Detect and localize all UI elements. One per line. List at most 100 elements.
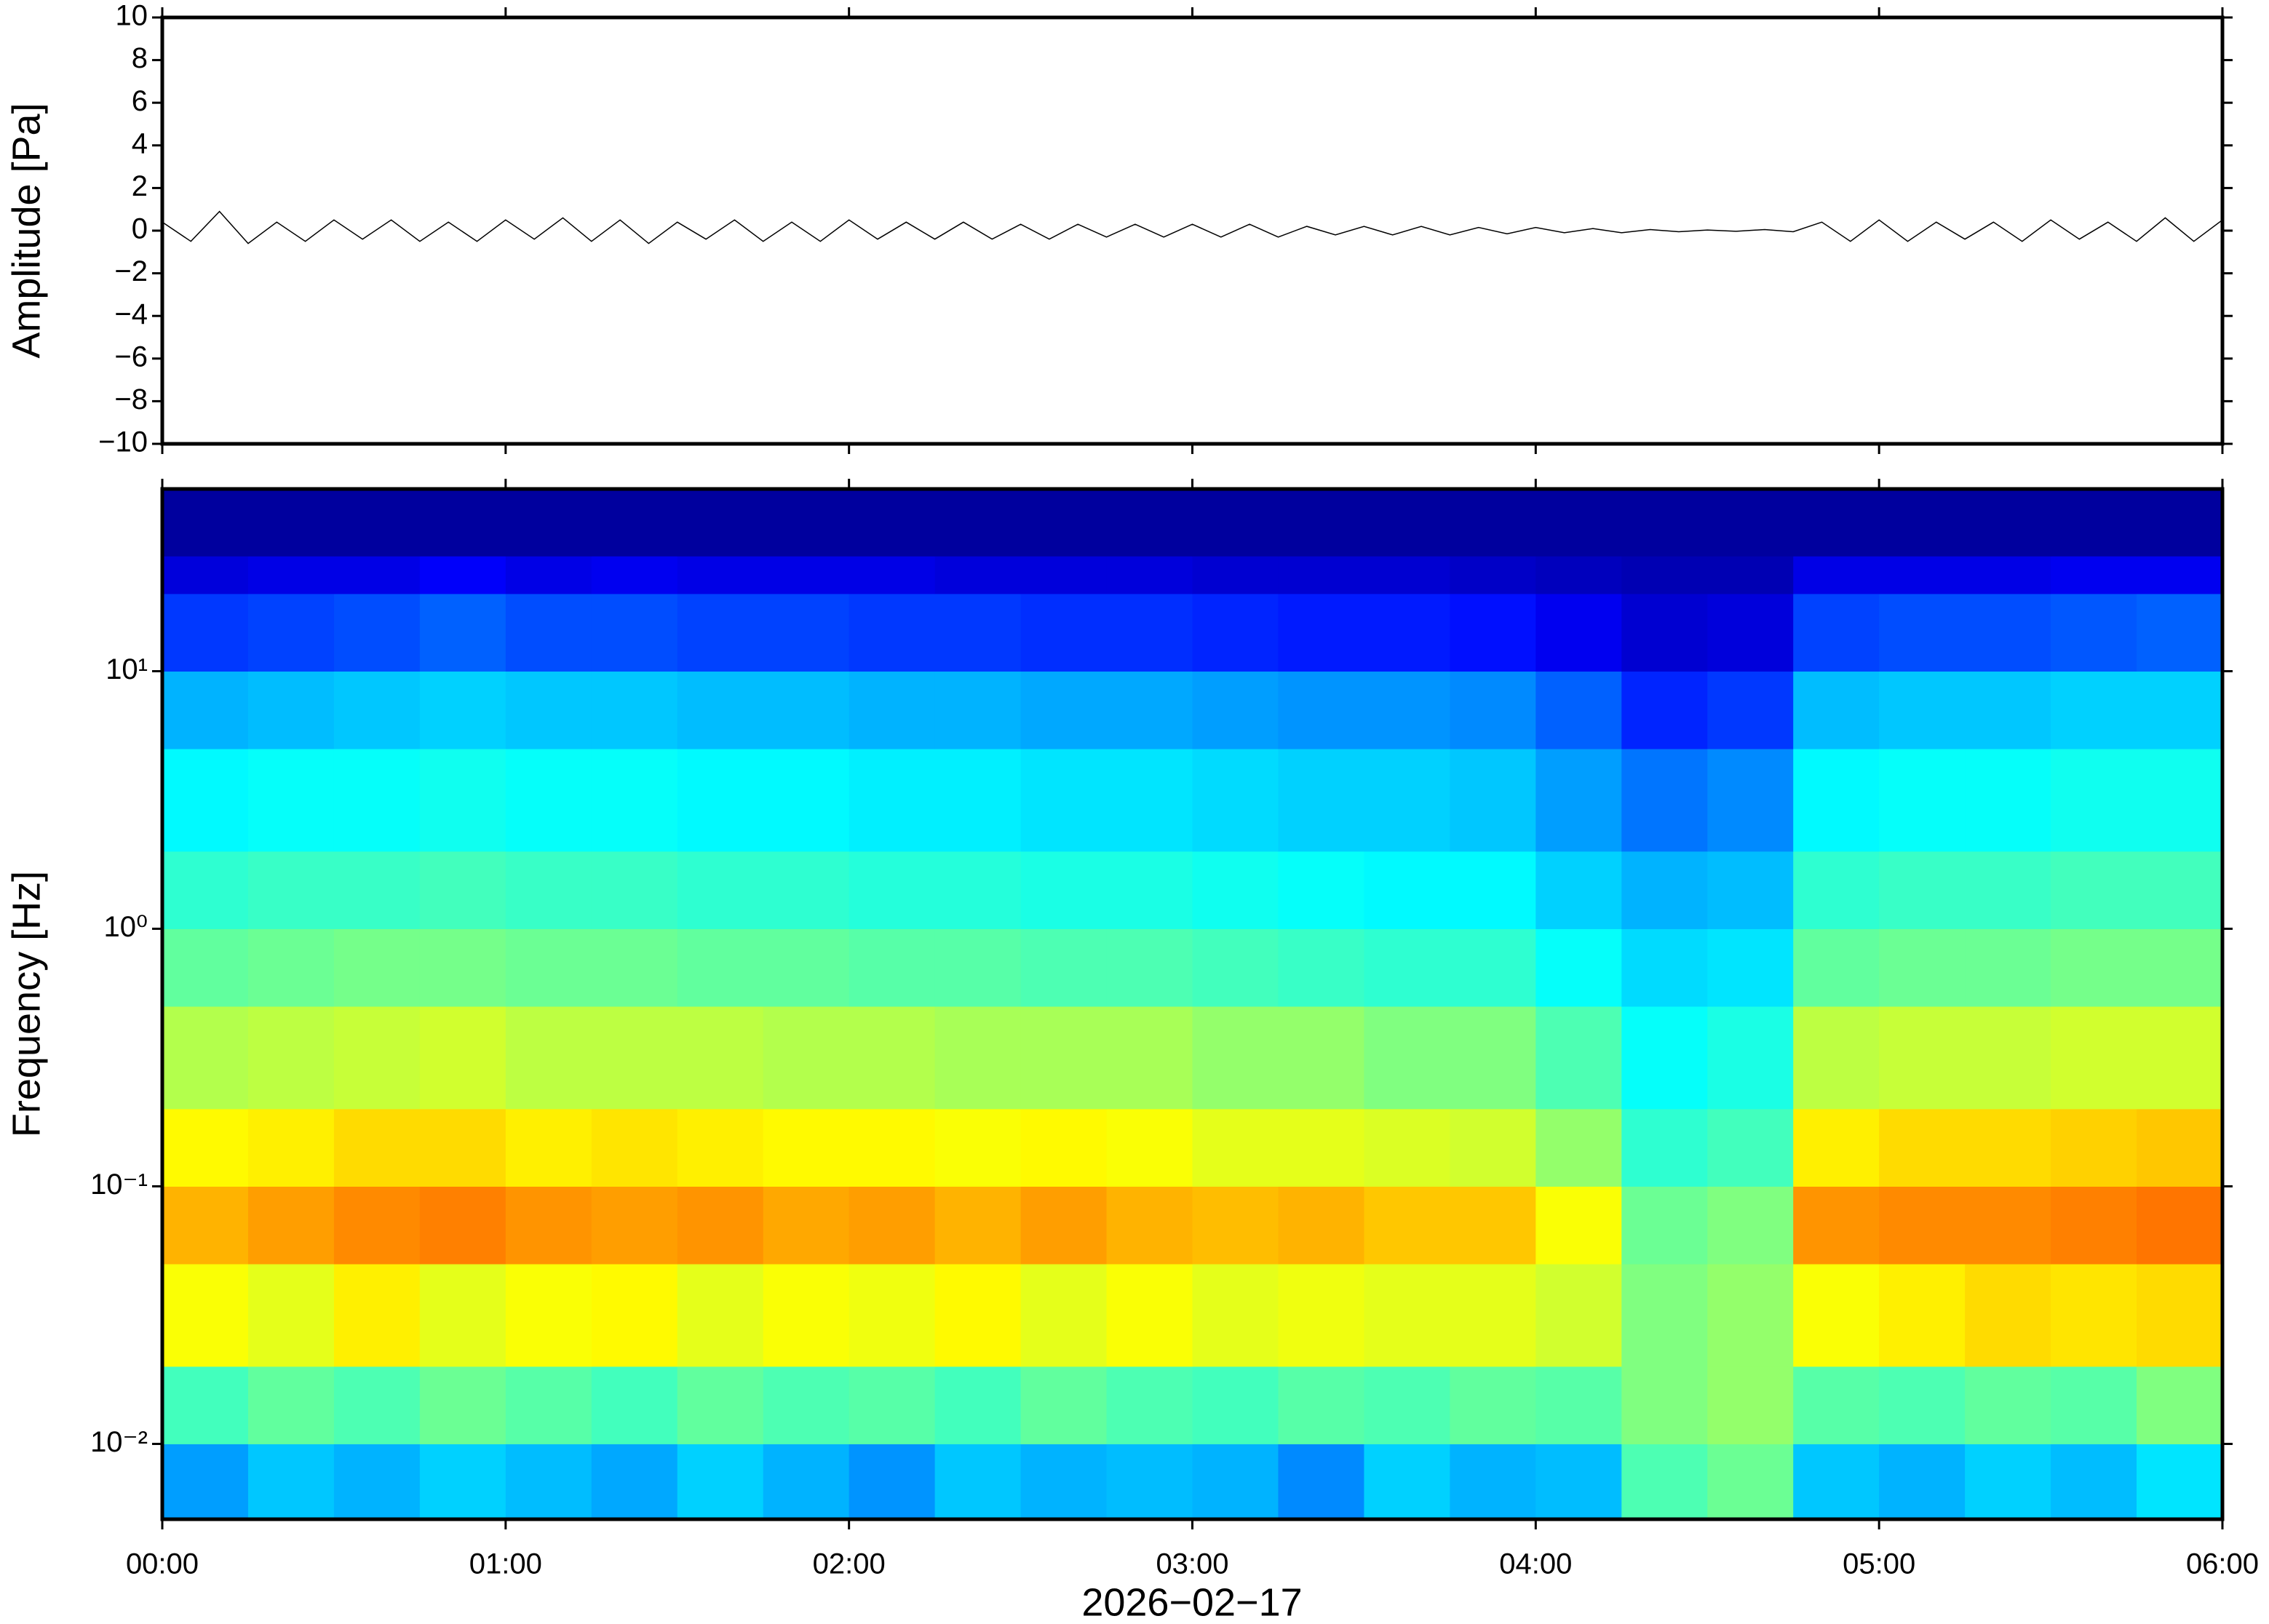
spectrogram-cell [1621, 489, 1708, 557]
spectrogram-cell [849, 489, 936, 557]
spectrogram-cell [1707, 556, 1794, 594]
x-tick-label: 00:00 [126, 1548, 199, 1580]
y-tick-label: −2 [114, 255, 148, 287]
spectrogram-cell [162, 1186, 249, 1265]
spectrogram-cell [162, 749, 249, 852]
spectrogram-cell [1879, 749, 1966, 852]
spectrogram-cell [1793, 1186, 1880, 1265]
spectrogram-cell [2137, 671, 2223, 749]
spectrogram-cell [1364, 1006, 1450, 1110]
spectrogram-cell [333, 1366, 421, 1444]
spectrogram-cell [1965, 593, 2051, 672]
spectrogram-cell [763, 749, 850, 852]
spectrogram-cell [419, 928, 506, 1007]
spectrogram-cell [419, 1366, 506, 1444]
spectrogram-cell [849, 1108, 936, 1187]
spectrogram-cell [1020, 749, 1108, 852]
spectrogram-cell [1020, 593, 1108, 672]
spectrogram-cell [677, 1108, 764, 1187]
spectrogram-cell [1879, 928, 1966, 1007]
spectrogram-cell [505, 1366, 592, 1444]
spectrogram-cell [591, 593, 678, 672]
spectrogram-cell [763, 928, 850, 1007]
spectrogram-cell [333, 556, 421, 594]
spectrogram-cell [1364, 928, 1450, 1007]
spectrogram-cell [1879, 671, 1966, 749]
spectrogram-cell [849, 556, 936, 594]
spectrogram-cell [2051, 749, 2137, 852]
spectrogram-cell [1965, 851, 2051, 929]
spectrogram-cell [677, 1264, 764, 1367]
spectrogram-cell [1192, 928, 1279, 1007]
spectrogram-cell [419, 1186, 506, 1265]
spectrogram-cell [1278, 1108, 1364, 1187]
spectrogram-cell [1450, 489, 1536, 557]
spectrogram-cell [247, 1108, 335, 1187]
spectrogram-cell [1020, 1186, 1108, 1265]
spectrogram-cell [2137, 851, 2223, 929]
spectrogram-cell [247, 851, 335, 929]
spectrogram-cell [1450, 1006, 1536, 1110]
y-tick-label: 2 [132, 170, 148, 202]
spectrogram-cell [1020, 1366, 1108, 1444]
spectrogram-cell [1535, 1444, 1622, 1520]
spectrogram-cell [849, 851, 936, 929]
y-tick-label: 4 [132, 127, 148, 159]
spectrogram-cell [1707, 1444, 1794, 1520]
spectrogram-cell [1793, 1108, 1880, 1187]
spectrogram-cell [1621, 1006, 1708, 1110]
spectrogram-cell [1106, 851, 1193, 929]
spectrogram-cell [934, 489, 1022, 557]
y-tick-label: 0 [132, 213, 148, 245]
frame [160, 15, 2225, 446]
spectrogram-cell [1364, 1264, 1450, 1367]
y-tick-label: 10 [116, 0, 148, 32]
spectrogram-cell [1106, 1264, 1193, 1367]
spectrogram-cell [162, 1006, 249, 1110]
spectrogram-cell [1192, 749, 1279, 852]
y-tick-label: 10⁰ [103, 911, 148, 943]
spectrogram-cell [763, 1264, 850, 1367]
y-tick-label: 10⁻¹ [90, 1169, 148, 1201]
spectrogram-cell [1621, 1366, 1708, 1444]
spectrogram-cell [1707, 851, 1794, 929]
spectrogram-cell [333, 1444, 421, 1520]
spectrogram-cell [934, 556, 1022, 594]
spectrogram-cell [1020, 671, 1108, 749]
spectrogram-cell [247, 1264, 335, 1367]
spectrogram-cell [1793, 1264, 1880, 1367]
y-tick-label: −10 [98, 426, 148, 458]
spectrogram-cell [591, 1444, 678, 1520]
spectrogram-cell [763, 489, 850, 557]
spectrogram-cell [505, 1108, 592, 1187]
spectrogram-cell [2051, 1006, 2137, 1110]
spectrogram-cell [1707, 928, 1794, 1007]
spectrogram-cell [1535, 671, 1622, 749]
y-axis-label: Frequency [Hz] [4, 871, 48, 1137]
spectrogram-cell [934, 1366, 1022, 1444]
spectrogram-cell [2051, 1444, 2137, 1520]
spectrogram-cell [1707, 1366, 1794, 1444]
spectrogram-cell [505, 928, 592, 1007]
spectrogram-cell [2051, 1108, 2137, 1187]
spectrogram-cell [247, 593, 335, 672]
spectrogram-cell [247, 1366, 335, 1444]
spectrogram-cell [419, 1444, 506, 1520]
spectrogram-cell [1364, 749, 1450, 852]
waveform [162, 210, 2223, 244]
spectrogram-cell [1535, 556, 1622, 594]
spectrogram-cell [763, 556, 850, 594]
spectrogram-cell [1364, 1444, 1450, 1520]
spectrogram-cell [591, 671, 678, 749]
spectrogram-cell [763, 593, 850, 672]
spectrogram-cell [1020, 1264, 1108, 1367]
spectrogram-cell [419, 1264, 506, 1367]
spectrogram-cell [1106, 749, 1193, 852]
spectrogram-cell [1450, 749, 1536, 852]
spectrogram-cell [677, 1444, 764, 1520]
spectrogram-cell [1364, 671, 1450, 749]
spectrogram-cell [1879, 1186, 1966, 1265]
spectrogram-cell [1793, 1366, 1880, 1444]
spectrogram-cell [1965, 1006, 2051, 1110]
